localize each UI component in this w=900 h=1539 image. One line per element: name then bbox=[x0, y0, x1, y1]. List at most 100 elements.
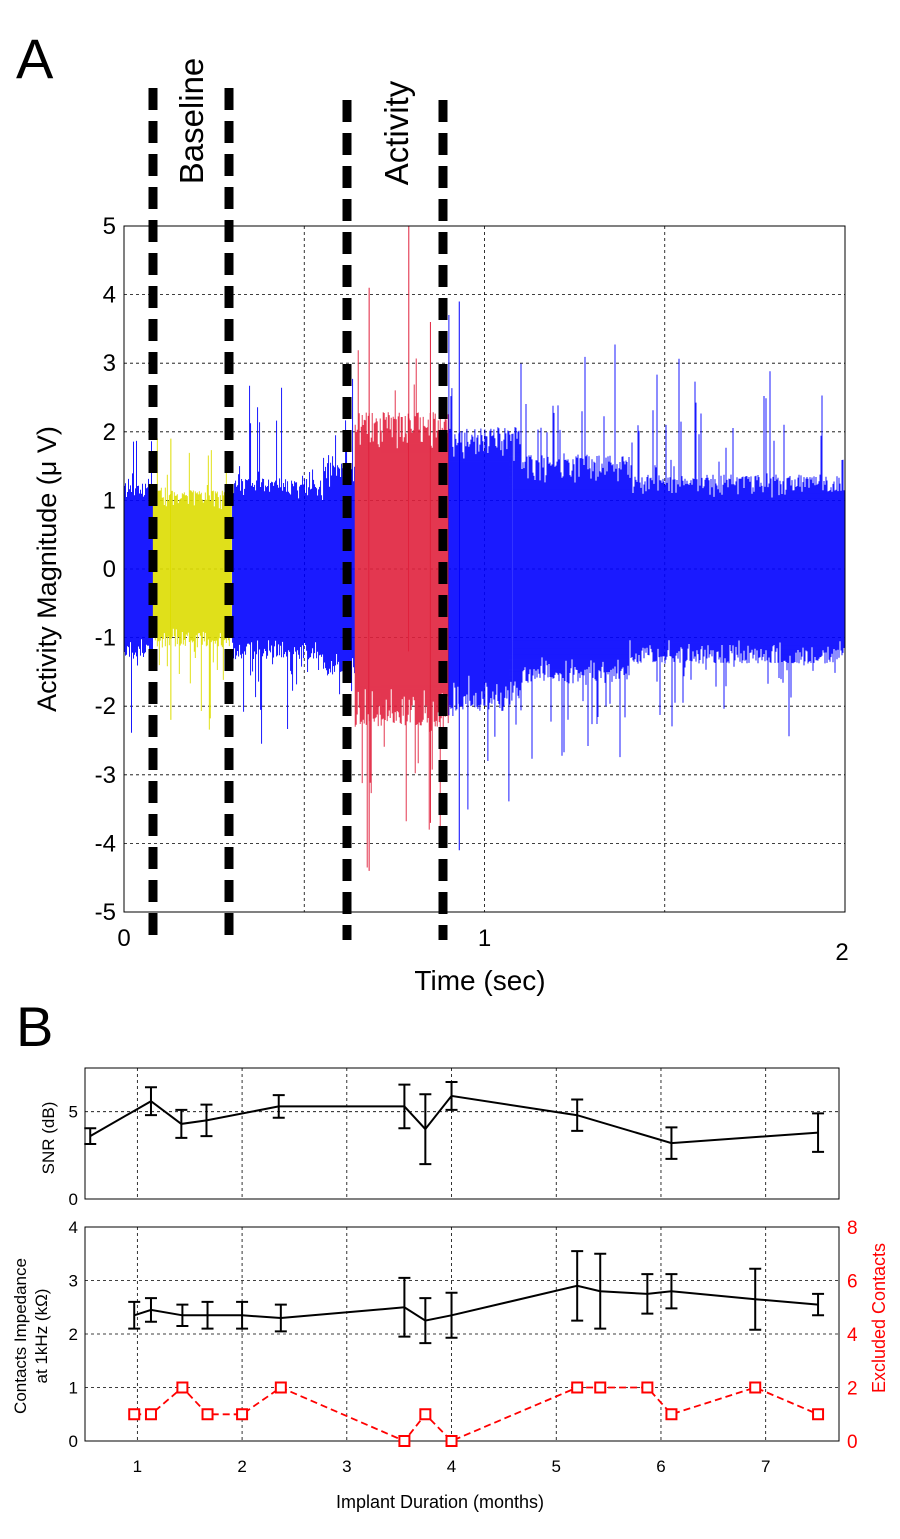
implant-duration-x-axis-label: Implant Duration (months) bbox=[336, 1492, 544, 1512]
error-bar bbox=[665, 1273, 678, 1310]
y-tick-label: 4 bbox=[103, 282, 116, 309]
x-tick-label: 3 bbox=[342, 1457, 351, 1476]
panel-a-x-axis-label: Time (sec) bbox=[414, 965, 545, 996]
error-bar bbox=[144, 1086, 157, 1117]
y-tick-label: 4 bbox=[69, 1218, 78, 1237]
excluded-contacts-marker bbox=[665, 1408, 678, 1421]
error-bar bbox=[175, 1108, 188, 1139]
excluded-contacts-marker bbox=[571, 1381, 584, 1394]
impedance-label-line: Contacts Impedance bbox=[11, 1258, 30, 1414]
error-bar bbox=[571, 1250, 584, 1322]
error-bar bbox=[274, 1303, 287, 1333]
signal-trace bbox=[448, 315, 846, 810]
panel-a-plot-frame bbox=[123, 225, 846, 913]
error-bar bbox=[398, 1083, 411, 1130]
error-bar bbox=[665, 1126, 678, 1160]
y-tick-label: 2 bbox=[69, 1325, 78, 1344]
error-bar bbox=[571, 1098, 584, 1132]
snr-series bbox=[84, 1080, 825, 1166]
x-tick-label: 7 bbox=[761, 1457, 770, 1476]
error-bar bbox=[272, 1094, 285, 1119]
y-tick-label: 3 bbox=[103, 350, 116, 377]
panel-a-y-axis-label: Activity Magnitude (μ V) bbox=[32, 426, 62, 712]
x-tick-label: 0 bbox=[117, 925, 130, 952]
excluded-contacts-marker bbox=[749, 1381, 762, 1394]
y-tick-label: -5 bbox=[95, 899, 116, 926]
excluded-contacts-marker bbox=[445, 1435, 458, 1447]
error-bar bbox=[200, 1103, 213, 1138]
y-tick-label: -2 bbox=[95, 693, 116, 720]
y2-tick-label: 0 bbox=[847, 1432, 858, 1453]
excluded-contacts-marker bbox=[236, 1408, 249, 1421]
y-tick-label: 0 bbox=[69, 1190, 78, 1209]
excluded-contacts-marker bbox=[201, 1408, 214, 1421]
error-bar bbox=[201, 1300, 214, 1330]
x-tick-label: 1 bbox=[478, 925, 491, 952]
y-tick-label: 1 bbox=[69, 1379, 78, 1398]
y2-tick-label: 6 bbox=[847, 1272, 858, 1293]
baseline-trace bbox=[152, 438, 232, 730]
error-bar bbox=[445, 1080, 458, 1111]
excluded-contacts-marker bbox=[128, 1408, 141, 1421]
snr-y-axis-label: SNR (dB) bbox=[39, 1102, 58, 1175]
y-tick-label: 0 bbox=[69, 1432, 78, 1451]
error-bar bbox=[594, 1252, 607, 1330]
x-tick-label: 2 bbox=[835, 939, 848, 966]
excluded-contacts-marker bbox=[144, 1408, 157, 1421]
y-tick-label: -1 bbox=[95, 625, 116, 652]
impedance-grid bbox=[85, 1227, 839, 1441]
panel-a-signal bbox=[124, 226, 846, 871]
activity-window-label: Activity bbox=[378, 80, 415, 185]
error-bar bbox=[176, 1303, 189, 1327]
error-bar bbox=[144, 1297, 157, 1323]
activity-trace bbox=[354, 350, 449, 868]
error-bar bbox=[398, 1276, 411, 1338]
y-tick-label: 1 bbox=[103, 487, 116, 514]
snr-plot-frame bbox=[84, 1067, 840, 1200]
y-tick-label: 5 bbox=[69, 1103, 78, 1122]
y-tick-label: 3 bbox=[69, 1272, 78, 1291]
panel-b-label: B bbox=[16, 995, 53, 1058]
impedance-series bbox=[128, 1250, 825, 1345]
impedance-plot-frame bbox=[84, 1226, 840, 1442]
error-bar bbox=[236, 1300, 249, 1330]
x-tick-label: 6 bbox=[656, 1457, 665, 1476]
x-tick-label: 5 bbox=[552, 1457, 561, 1476]
snr-grid bbox=[85, 1068, 839, 1199]
error-bar bbox=[812, 1112, 825, 1153]
error-bar bbox=[84, 1127, 97, 1145]
signal-trace bbox=[124, 440, 153, 733]
excluded-contacts-marker bbox=[176, 1381, 189, 1394]
impedance-tick-labels: 0 1 2 3 4 0 2 4 6 8 1 2 3 4 5 6 7 bbox=[69, 1218, 858, 1476]
excluded-contacts-marker bbox=[274, 1381, 287, 1394]
error-bar bbox=[749, 1267, 762, 1331]
y2-tick-label: 2 bbox=[847, 1379, 858, 1400]
impedance-line bbox=[133, 1284, 819, 1322]
error-bar bbox=[419, 1093, 432, 1166]
signal-trace bbox=[232, 378, 356, 744]
baseline-window-label: Baseline bbox=[173, 58, 210, 185]
error-bar bbox=[812, 1292, 825, 1317]
impedance-y-axis-label: Contacts Impedance at 1kHz (kΩ) bbox=[11, 1258, 51, 1414]
excluded-contacts-marker bbox=[812, 1408, 825, 1421]
y-tick-label: 5 bbox=[103, 213, 116, 240]
x-tick-label: 2 bbox=[237, 1457, 246, 1476]
error-bar bbox=[128, 1300, 141, 1330]
excluded-contacts-marker bbox=[594, 1381, 607, 1394]
panel-a-tick-labels: -5 -4 -3 -2 -1 0 1 2 3 4 5 0 1 2 bbox=[95, 213, 849, 966]
y-tick-label: -3 bbox=[95, 762, 116, 789]
y-tick-label: 0 bbox=[103, 556, 116, 583]
x-tick-label: 4 bbox=[447, 1457, 456, 1476]
y2-tick-label: 8 bbox=[847, 1218, 858, 1239]
excluded-contacts-series bbox=[128, 1381, 825, 1447]
impedance-label-line: at 1kHz (kΩ) bbox=[32, 1289, 51, 1384]
y2-tick-label: 4 bbox=[847, 1325, 858, 1346]
excluded-contacts-marker bbox=[641, 1381, 654, 1394]
error-bar bbox=[419, 1297, 432, 1345]
snr-line bbox=[89, 1094, 819, 1145]
snr-tick-labels: 05 bbox=[69, 1103, 78, 1209]
excluded-contacts-axis-label: Excluded Contacts bbox=[869, 1243, 889, 1393]
error-bar bbox=[641, 1273, 654, 1315]
panel-a-label: A bbox=[16, 27, 54, 90]
